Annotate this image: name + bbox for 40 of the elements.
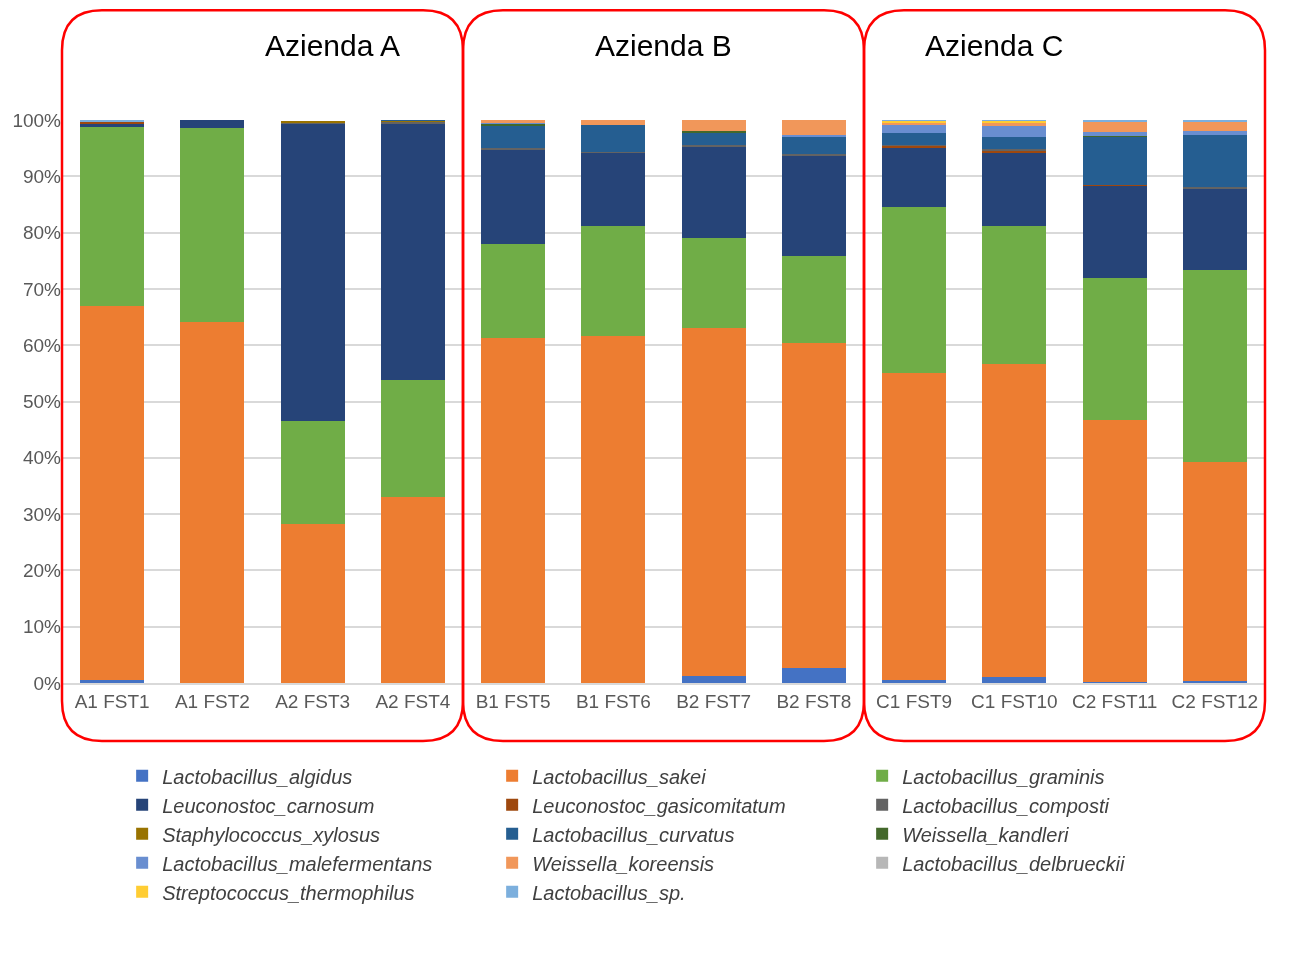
legend-label: Lactobacillus_malefermentans xyxy=(162,852,433,875)
legend-label: Lactobacillus_algidus xyxy=(162,765,353,788)
legend-label: Lactobacillus_sp. xyxy=(532,881,686,904)
legend-label: Lactobacillus_delbrueckii xyxy=(902,852,1126,875)
text: Azienda A xyxy=(265,29,401,62)
y-tick-label: 0% xyxy=(33,672,62,694)
legend-label: Lactobacillus_curvatus xyxy=(532,823,735,846)
text: Azienda B xyxy=(595,29,732,62)
y-tick-label: 20% xyxy=(22,560,62,582)
x-tick-label: A1 FST2 xyxy=(174,690,250,712)
x-tick-label: C1 FST9 xyxy=(876,690,953,712)
legend-label: Weissella_koreensis xyxy=(532,852,715,875)
legend-label: Lactobacillus_graminis xyxy=(902,765,1105,788)
y-tick-label: 90% xyxy=(22,165,62,187)
legend-label: Leuconostoc_carnosum xyxy=(162,794,375,817)
legend-label: Leuconostoc_gasicomitatum xyxy=(532,794,786,817)
text: Azienda C xyxy=(925,29,1064,62)
legend-label: Staphylococcus_xylosus xyxy=(162,823,381,846)
y-tick-label: 50% xyxy=(22,391,62,413)
x-tick-label: A2 FST4 xyxy=(375,690,451,712)
x-tick-label: B1 FST5 xyxy=(475,690,551,712)
y-tick-label: 70% xyxy=(22,278,62,300)
legend-label: Streptococcus_thermophilus xyxy=(162,881,415,904)
y-tick-label: 60% xyxy=(22,334,62,356)
x-tick-label: C2 FST12 xyxy=(1171,690,1259,712)
legend-label: Lactobacillus_composti xyxy=(902,794,1110,817)
x-tick-label: B2 FST8 xyxy=(776,690,852,712)
y-tick-label: 100% xyxy=(12,109,62,131)
y-tick-label: 80% xyxy=(22,222,62,244)
y-tick-label: 40% xyxy=(22,447,62,469)
x-tick-label: A2 FST3 xyxy=(275,690,351,712)
y-tick-label: 30% xyxy=(22,503,62,525)
x-tick-label: B2 FST7 xyxy=(676,690,752,712)
legend-label: Lactobacillus_sakei xyxy=(532,765,707,788)
x-tick-label: C2 FST11 xyxy=(1072,690,1158,712)
x-tick-label: B1 FST6 xyxy=(575,690,651,712)
x-tick-label: A1 FST1 xyxy=(74,690,150,712)
y-tick-label: 10% xyxy=(22,616,62,638)
legend-label: Weissella_kandleri xyxy=(902,823,1070,846)
x-tick-label: C1 FST10 xyxy=(971,690,1058,712)
